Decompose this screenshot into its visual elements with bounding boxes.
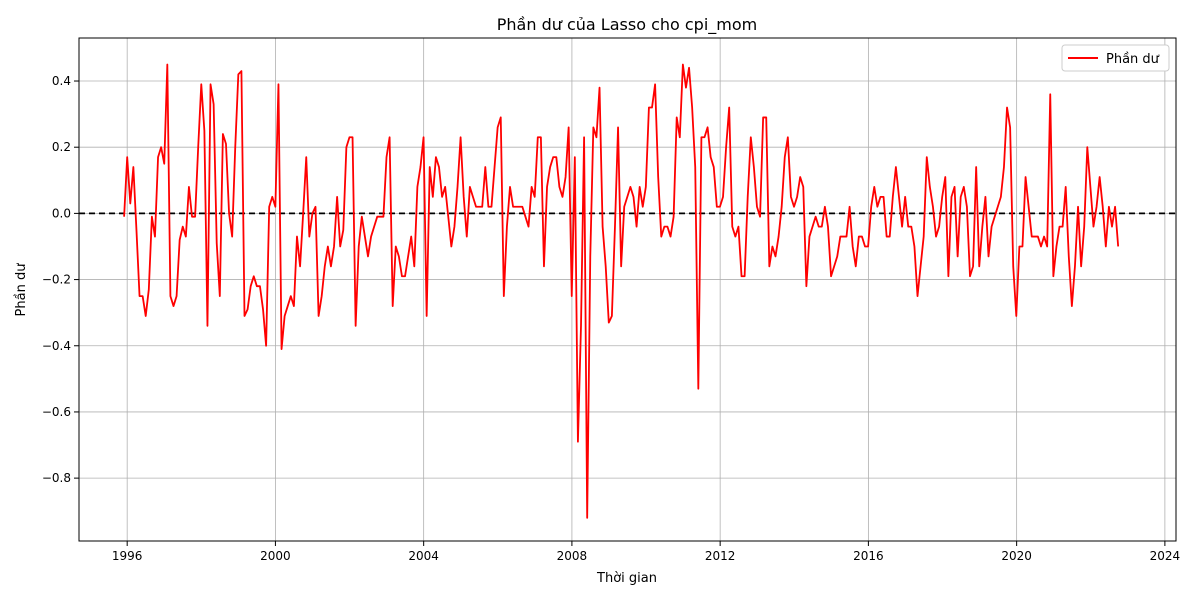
- residual-series-line: [123, 63, 1120, 519]
- x-tick-label: 2024: [1150, 549, 1181, 563]
- x-tick-label: 2012: [705, 549, 736, 563]
- x-tick-label: 2016: [853, 549, 884, 563]
- x-tick-label: 2008: [557, 549, 588, 563]
- grid: [79, 38, 1176, 541]
- x-tick-label: 2000: [260, 549, 291, 563]
- legend-label: Phần dư: [1106, 52, 1160, 67]
- y-tick-label: 0.2: [52, 140, 71, 154]
- x-tick-label: 1996: [112, 549, 143, 563]
- y-tick-label: 0.4: [52, 74, 71, 88]
- y-tick-label: −0.2: [42, 273, 71, 287]
- legend-box: [1061, 44, 1170, 72]
- x-tick-label: 2004: [408, 549, 439, 563]
- y-axis-title: Phần dư: [14, 263, 29, 317]
- x-axis-title: Thời gian: [596, 571, 657, 586]
- y-tick-label: −0.4: [42, 339, 71, 353]
- plot-frame: [78, 37, 1177, 542]
- series-layer: [123, 63, 1120, 519]
- y-tick-label: −0.6: [42, 405, 71, 419]
- y-axis-ticks: −0.8 −0.6 −0.4 −0.2 0.0 0.2 0.4: [42, 74, 79, 485]
- y-tick-label: −0.8: [42, 471, 71, 485]
- legend: Phần dư: [1061, 44, 1170, 72]
- x-axis-ticks: 1996 2000 2004 2008 2012 2016 2020 2024: [112, 541, 1180, 563]
- chart-title: Phần dư của Lasso cho cpi_mom: [497, 15, 757, 35]
- x-tick-label: 2020: [1001, 549, 1032, 563]
- y-tick-label: 0.0: [52, 206, 71, 220]
